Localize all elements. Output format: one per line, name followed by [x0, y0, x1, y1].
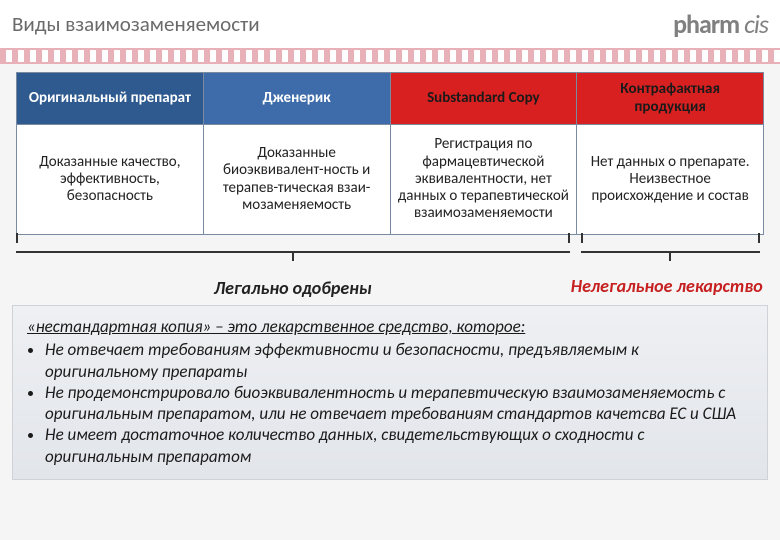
table-cell-2: Регистрация по фармацевтической эквивале…: [390, 125, 577, 235]
definition-item-1: Не продемонстрировало биоэквивалентность…: [45, 382, 753, 425]
comparison-table: Оригинальный препаратДженерикSubstandard…: [16, 72, 764, 235]
caption-legal: Легально одобрены: [16, 277, 570, 299]
table-header-3: Контрафактная продукция: [577, 73, 764, 125]
table-header-2: Substandard Copy: [390, 73, 577, 125]
header-bar: Виды взаимозаменяемости pharm cis: [0, 0, 780, 48]
table-header-1: Дженерик: [203, 73, 390, 125]
page-title: Виды взаимозаменяемости: [12, 11, 260, 37]
bracket-region: [16, 235, 764, 273]
bracket-captions: Легально одобрены Нелегальное лекарство: [16, 277, 764, 299]
bracket-left: [16, 243, 570, 253]
table-body-row: Доказанные качество, эффективность, безо…: [17, 125, 764, 235]
table-header-row: Оригинальный препаратДженерикSubstandard…: [17, 73, 764, 125]
definition-item-0: Не отвечает требованиям эффективности и …: [45, 339, 753, 382]
definition-lead: «нестандартная копия» – это лекарственно…: [27, 316, 753, 337]
definition-box: «нестандартная копия» – это лекарственно…: [12, 305, 768, 480]
bracket-right: [581, 243, 761, 253]
logo-main: pharm: [673, 8, 739, 40]
definition-list: Не отвечает требованиям эффективности и …: [27, 339, 753, 467]
table-cell-1: Доказанные биоэквивалент-ность и терапев…: [203, 125, 390, 235]
caption-illegal: Нелегальное лекарство: [570, 277, 764, 299]
logo-sub: cis: [739, 8, 768, 40]
decorative-stripe: [0, 48, 780, 64]
table-cell-0: Доказанные качество, эффективность, безо…: [17, 125, 204, 235]
logo: pharm cis: [673, 8, 768, 40]
table-cell-3: Нет данных о препарате. Неизвестное прои…: [577, 125, 764, 235]
table-header-0: Оригинальный препарат: [17, 73, 204, 125]
definition-item-2: Не имеет достаточное количество данных, …: [45, 424, 753, 467]
table-region: Оригинальный препаратДженерикSubstandard…: [0, 64, 780, 235]
